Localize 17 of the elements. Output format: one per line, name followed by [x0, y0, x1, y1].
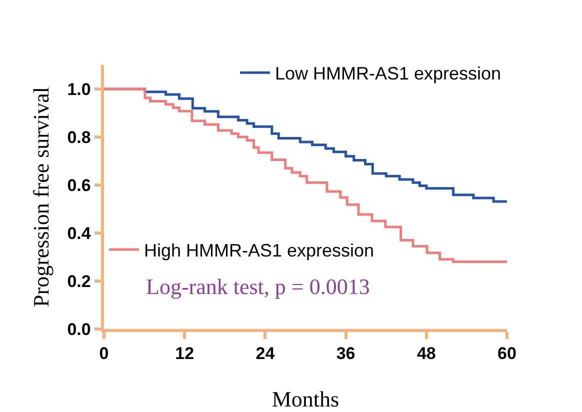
y-tick-label: 0.8	[67, 128, 91, 147]
legend-label: High HMMR-AS1 expression	[144, 240, 374, 261]
x-axis-title: Months	[272, 386, 340, 412]
y-tick-label: 0.2	[67, 272, 91, 291]
y-tick-label: 0.6	[67, 176, 91, 195]
x-tick-label: 12	[175, 344, 194, 364]
y-tick-label: 0.4	[67, 224, 92, 243]
y-tick-label: 1.0	[67, 80, 91, 99]
x-tick-label: 48	[416, 344, 436, 364]
x-tick-label: 60	[498, 344, 516, 364]
y-tick-label: 0.0	[67, 320, 91, 339]
legend-label: Low HMMR-AS1 expression	[275, 64, 502, 84]
x-tick-label: 24	[256, 344, 276, 364]
x-tick-label: 0	[99, 344, 109, 364]
x-tick-label: 36	[336, 344, 356, 364]
annotation: Log-rank test, p = 0.0013	[146, 274, 370, 299]
y-axis-title: Progression free survival	[28, 87, 54, 307]
